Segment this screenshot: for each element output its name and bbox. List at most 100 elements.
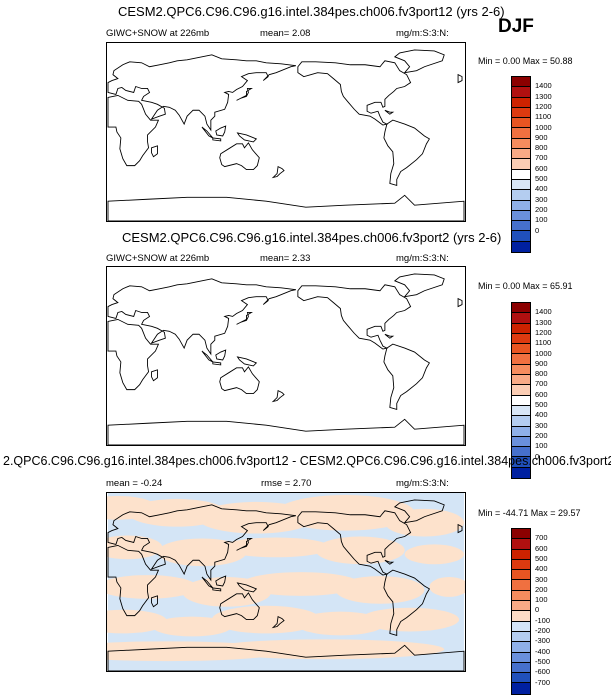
coastline-path <box>384 109 395 115</box>
colorbar-tick-label: 1200 <box>535 101 552 111</box>
colorbar-tick-label: -700 <box>535 677 551 687</box>
coastline-path <box>107 94 160 167</box>
colorbar-tick-label: 0 <box>535 225 540 235</box>
coastline-path <box>107 54 296 132</box>
colorbar-tick-label: 1000 <box>535 348 552 358</box>
coastline-path <box>457 297 463 308</box>
panel3-minmax: Min = -44.71 Max = 29.57 <box>478 508 581 518</box>
colorbar-tick-label: 400 <box>535 564 548 574</box>
colorbar-swatch <box>512 179 530 191</box>
colorbar-tick-label: 0 <box>535 451 540 461</box>
colorbar-tick-label: 500 <box>535 553 548 563</box>
panel3-rmse: rmse = 2.70 <box>261 478 312 489</box>
colorbar-swatch <box>512 344 530 355</box>
panel1-minmax: Min = 0.00 Max = 50.88 <box>478 56 573 66</box>
panel2-map <box>106 266 466 446</box>
colorbar-swatch <box>512 673 530 684</box>
colorbar-swatch <box>512 77 530 88</box>
coastline-path <box>297 60 412 126</box>
positive-anomaly-region <box>384 508 464 537</box>
colorbar-swatch <box>512 631 530 643</box>
colorbar-tick-label: 100 <box>535 215 548 225</box>
coastline-path <box>236 356 258 367</box>
colorbar-swatch <box>512 447 530 458</box>
colorbar-swatch <box>512 323 530 334</box>
positive-anomaly-region <box>107 575 197 599</box>
positive-anomaly-region <box>335 576 425 604</box>
colorbar-swatch <box>512 303 530 314</box>
panel2-colorbar <box>511 302 531 480</box>
difference-field-positive <box>107 494 465 662</box>
positive-anomaly-region <box>429 577 465 597</box>
colorbar-swatch <box>512 128 530 139</box>
colorbar-swatch <box>512 364 530 376</box>
colorbar-swatch <box>512 683 530 694</box>
colorbar-tick-label: 100 <box>535 595 548 605</box>
colorbar-tick-label: 300 <box>535 574 548 584</box>
colorbar-swatch <box>512 436 530 448</box>
colorbar-tick-label: 300 <box>535 420 548 430</box>
colorbar-tick-label: -200 <box>535 626 551 635</box>
colorbar-swatch <box>512 559 530 571</box>
panel3-units: mg/m:S:3:N: <box>396 478 449 489</box>
colorbar-tick-label: 700 <box>535 379 548 389</box>
colorbar-tick-label: 600 <box>535 163 548 173</box>
panel3-mean: mean = -0.24 <box>106 478 163 489</box>
panel2-minmax: Min = 0.00 Max = 65.91 <box>478 281 573 291</box>
colorbar-tick-label: 1400 <box>535 307 552 317</box>
coastline-path <box>271 165 285 179</box>
colorbar-tick-label: 300 <box>535 194 548 204</box>
colorbar-swatch <box>512 539 530 550</box>
season-label: DJF <box>498 16 534 37</box>
coastline-path <box>271 615 285 629</box>
coastline-path <box>236 312 253 325</box>
colorbar-swatch <box>512 529 530 540</box>
panel3-title: 2.QPC6.C96.C96.g16.intel.384pes.ch006.fv… <box>3 454 611 468</box>
colorbar-swatch <box>512 354 530 365</box>
colorbar-swatch <box>512 580 530 591</box>
colorbar-tick-label: 1100 <box>535 338 552 348</box>
colorbar-swatch <box>512 231 530 242</box>
colorbar-tick-label: 200 <box>535 430 548 440</box>
coastline-path <box>236 538 253 551</box>
coastline-path <box>384 333 395 339</box>
colorbar-swatch <box>512 149 530 160</box>
positive-anomaly-region <box>360 607 460 632</box>
coastlines <box>107 499 465 671</box>
colorbar-tick-label: 100 <box>535 441 548 451</box>
colorbar-swatch <box>512 621 530 632</box>
coastline-path <box>215 575 227 587</box>
colorbar-swatch <box>512 200 530 211</box>
coastline-path <box>393 499 445 524</box>
panel2-units: mg/m:S:3:N: <box>396 253 449 264</box>
colorbar-tick-label: 200 <box>535 204 548 214</box>
panel1-variable-label: GIWC+SNOW at 226mb <box>106 28 210 39</box>
colorbar-tick-label: -500 <box>535 656 551 666</box>
coastline-path <box>384 559 395 565</box>
colorbar-swatch <box>512 457 530 468</box>
coastline-path <box>107 418 465 445</box>
colorbar-swatch <box>512 118 530 129</box>
panel1-map <box>106 42 466 222</box>
coastline-path <box>219 142 260 171</box>
colorbar-tick-label: 700 <box>535 153 548 163</box>
coastline-path <box>383 119 430 186</box>
colorbar-swatch <box>512 333 530 345</box>
colorbar-swatch <box>512 169 530 180</box>
coastline-path <box>107 318 160 391</box>
coastline-path <box>297 510 412 576</box>
coastline-path <box>383 343 430 410</box>
colorbar-swatch <box>512 611 530 622</box>
coastline-path <box>236 582 258 593</box>
positive-anomaly-region <box>404 544 464 565</box>
coastlines <box>107 273 465 445</box>
positive-anomaly-region <box>206 639 445 660</box>
colorbar-swatch <box>512 138 530 150</box>
positive-anomaly-region <box>241 572 361 596</box>
coastline-path <box>457 523 463 534</box>
coastline-path <box>107 278 296 356</box>
positive-anomaly-region <box>221 537 331 558</box>
colorbar-swatch <box>512 395 530 406</box>
colorbar-swatch <box>512 549 530 560</box>
positive-anomaly-region <box>107 609 168 634</box>
